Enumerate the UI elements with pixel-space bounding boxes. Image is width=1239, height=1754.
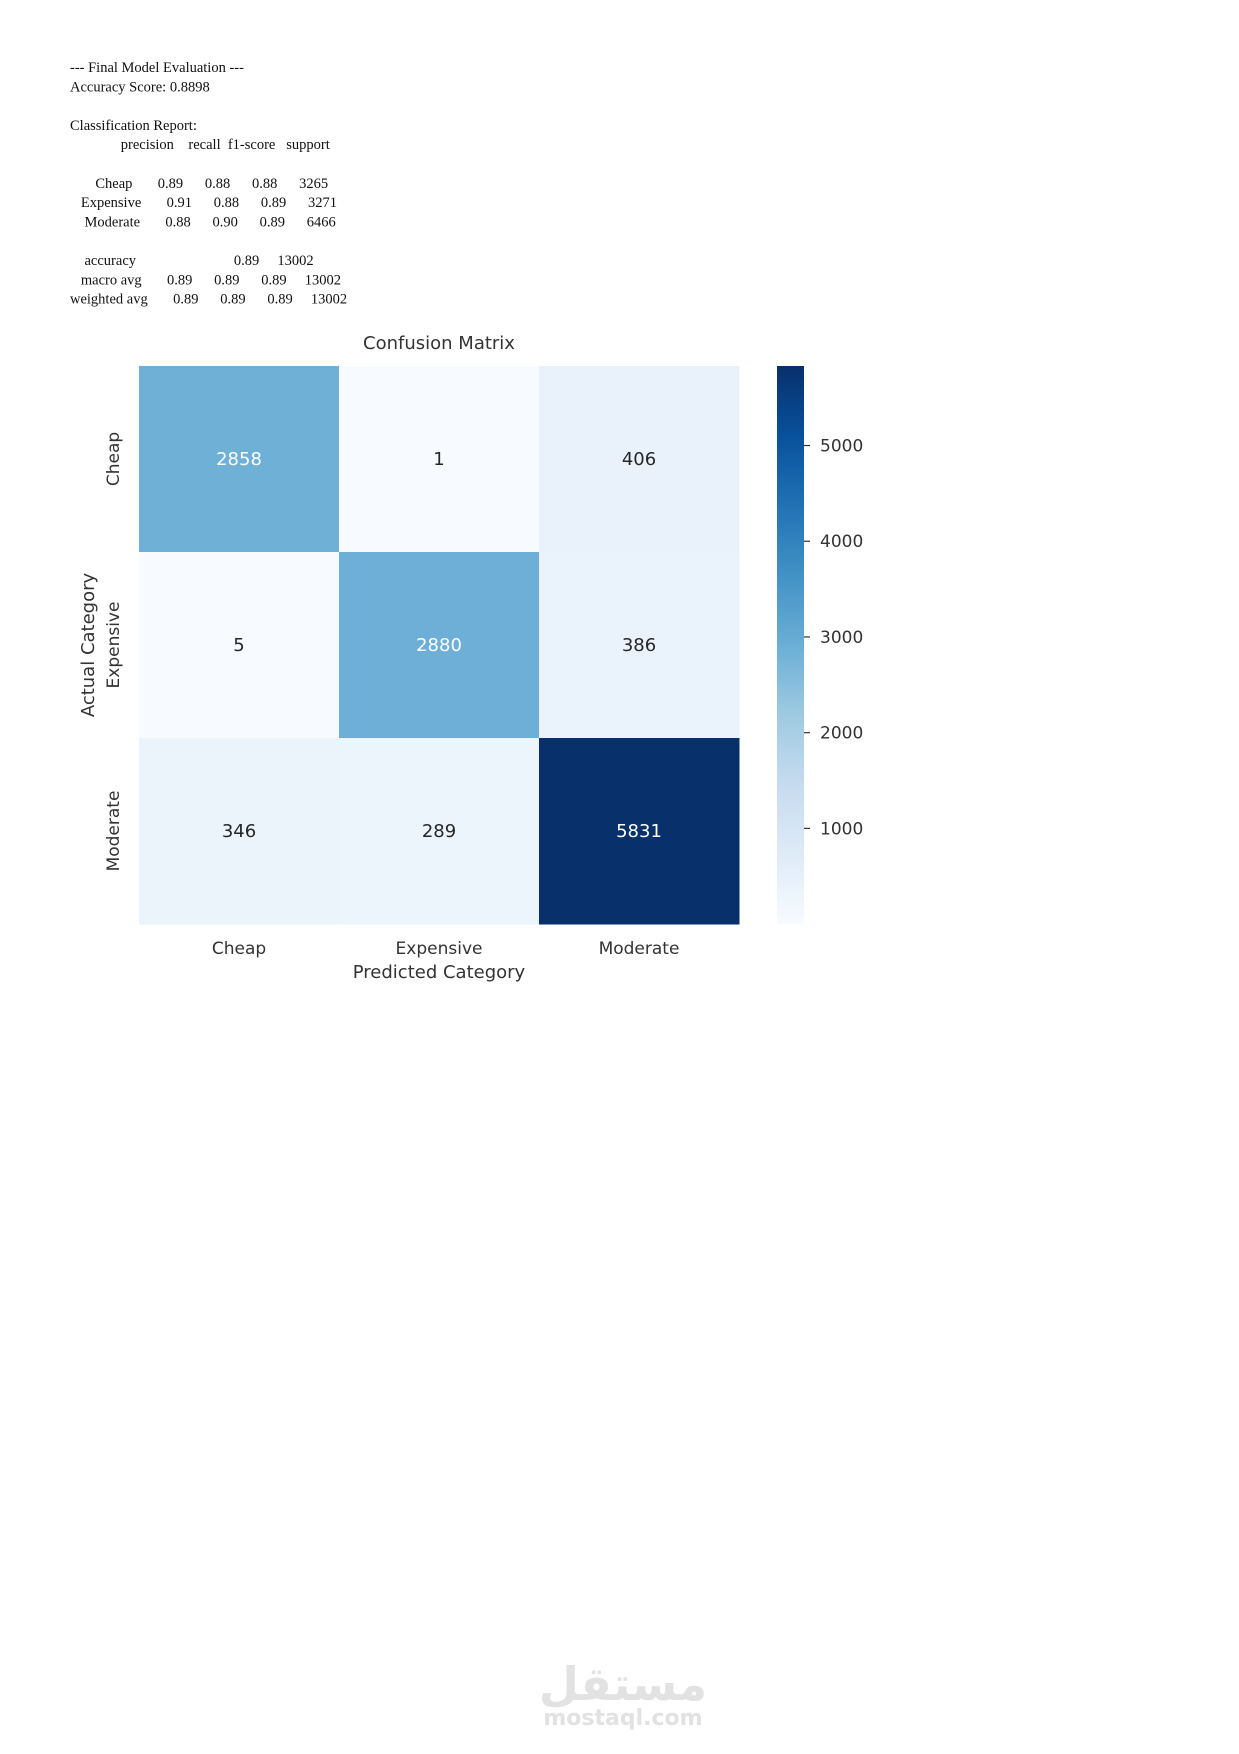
cell-label: 1 (433, 449, 444, 470)
x-tick-label: Cheap (212, 939, 266, 959)
colorbar-tick-label: 1000 (820, 819, 863, 839)
y-tick-label: Moderate (104, 791, 124, 872)
report-line: Moderate 0.88 0.90 0.89 6466 (70, 214, 336, 230)
report-line: precision recall f1-score support (70, 137, 330, 153)
y-axis-label: Actual Category (78, 572, 99, 717)
heatmap-cell (539, 552, 740, 739)
report-line: --- Final Model Evaluation --- (70, 60, 244, 76)
chart-title: Confusion Matrix (363, 333, 515, 354)
report-line: Cheap 0.89 0.88 0.88 3265 (70, 176, 328, 192)
cell-label: 2858 (216, 449, 262, 470)
x-tick-label: Moderate (599, 939, 680, 959)
cell-label: 406 (622, 449, 656, 470)
y-tick-label: Cheap (104, 432, 124, 486)
heatmap-cell (339, 738, 540, 925)
cell-label: 289 (422, 821, 456, 842)
report-line: macro avg 0.89 0.89 0.89 13002 (70, 272, 341, 288)
colorbar-tick-label: 5000 (820, 437, 863, 457)
cell-label: 2880 (416, 635, 462, 656)
cell-label: 386 (622, 635, 656, 656)
watermark-site: mostaql.com (543, 1706, 702, 1731)
watermark-logo: مستقل (539, 1657, 707, 1711)
heatmap-cell (539, 738, 740, 925)
heatmap-cell (339, 552, 540, 739)
x-axis-label: Predicted Category (353, 962, 526, 983)
colorbar-tick-label: 4000 (820, 532, 863, 552)
colorbar-tick-label: 3000 (820, 628, 863, 648)
heatmap-cell (139, 738, 340, 925)
heatmap-cell (339, 366, 540, 553)
heatmap-cell (139, 366, 340, 553)
cell-label: 5831 (616, 821, 662, 842)
cell-label: 5 (233, 635, 244, 656)
report-line: accuracy 0.89 13002 (70, 253, 314, 269)
heatmap-cell (139, 552, 340, 739)
y-tick-label: Expensive (104, 602, 124, 689)
report-line: Classification Report: (70, 118, 197, 134)
report-line: Expensive 0.91 0.88 0.89 3271 (70, 195, 337, 211)
heatmap-cell (539, 366, 740, 553)
x-tick-label: Expensive (396, 939, 483, 959)
report-line: weighted avg 0.89 0.89 0.89 13002 (70, 292, 347, 308)
colorbar-tick-label: 2000 (820, 724, 863, 744)
colorbar (777, 366, 804, 924)
cell-label: 346 (222, 821, 256, 842)
report-line: Accuracy Score: 0.8898 (70, 79, 210, 95)
